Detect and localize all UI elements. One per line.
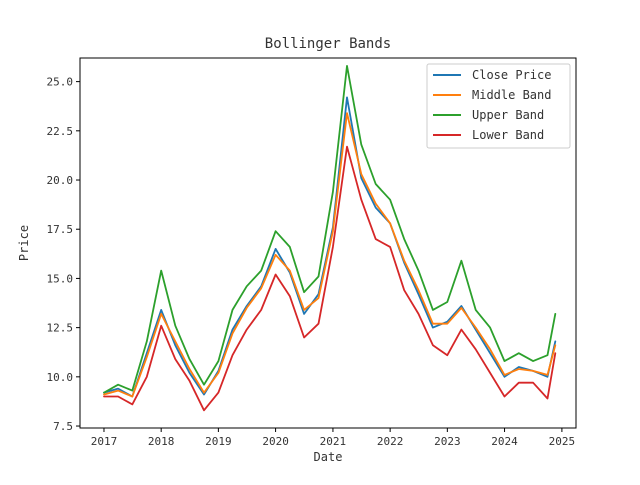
y-tick-label: 10.0 [47, 371, 74, 384]
legend: Close Price Middle Band Upper Band Lower Ba… [426, 63, 571, 149]
x-tick-label: 2020 [262, 435, 289, 448]
x-axis: 2017 2018 2019 2020 2021 2022 2023 2024 2025 [91, 428, 575, 448]
y-tick-label: 7.5 [53, 420, 73, 433]
legend-box [426, 63, 571, 149]
x-tick-label: 2019 [205, 435, 232, 448]
y-tick-label: 22.5 [47, 125, 74, 138]
y-tick-label: 25.0 [47, 76, 74, 89]
series-layer [103, 65, 557, 412]
x-tick-label: 2024 [491, 435, 518, 448]
x-tick-label: 2021 [320, 435, 347, 448]
x-tick-label: 2025 [549, 435, 576, 448]
x-tick-label: 2017 [91, 435, 118, 448]
y-tick-label: 17.5 [47, 223, 74, 236]
y-tick-label: 15.0 [47, 272, 74, 285]
x-tick-label: 2023 [434, 435, 461, 448]
y-tick-label: 20.0 [47, 174, 74, 187]
y-tick-label: 12.5 [47, 322, 74, 335]
series-line-upper-band [103, 65, 557, 394]
x-tick-label: 2018 [148, 435, 175, 448]
y-axis-title: Price [17, 225, 31, 261]
chart-title: Bollinger Bands [265, 36, 391, 52]
x-axis-title: Date [314, 450, 343, 464]
legend-label: Upper Band [472, 108, 544, 122]
legend-label: Lower Band [472, 128, 544, 142]
y-axis: 7.5 10.0 12.5 15.0 17.5 20.0 22.5 25.0 [47, 76, 80, 433]
legend-label: Middle Band [472, 88, 551, 102]
series-line-middle-band [103, 112, 557, 398]
legend-label: Close Price [472, 68, 551, 82]
series-line-lower-band [103, 145, 557, 412]
x-tick-label: 2022 [377, 435, 404, 448]
